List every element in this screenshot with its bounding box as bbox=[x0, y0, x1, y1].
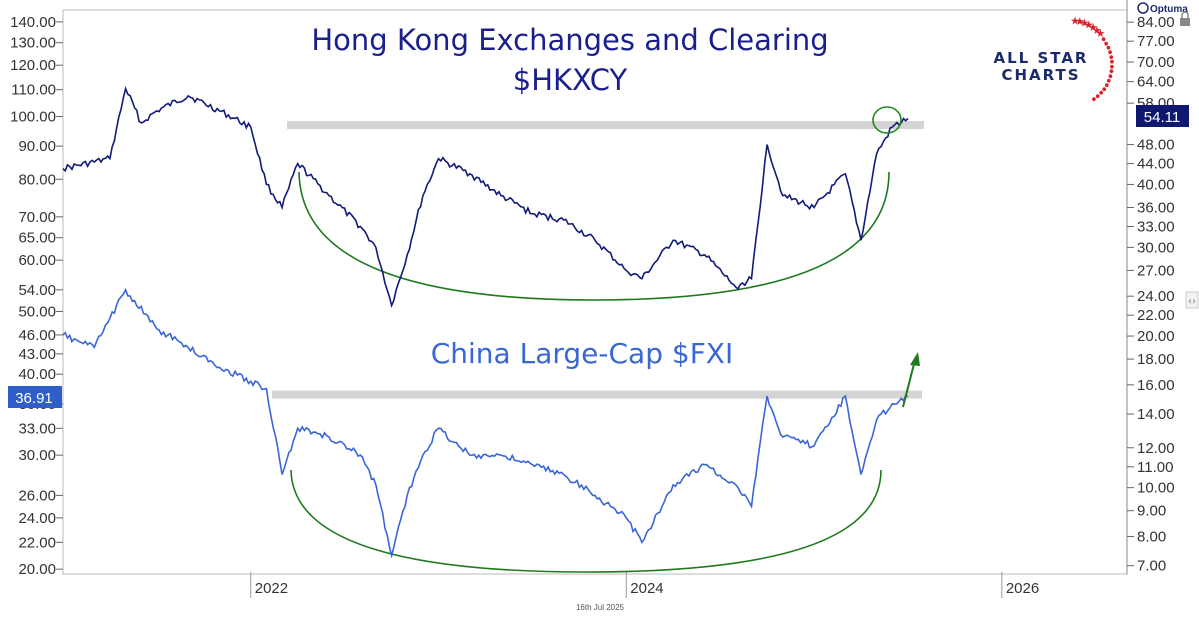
logo-star: ● bbox=[1102, 86, 1107, 92]
right-tick-label: 8.00 bbox=[1137, 528, 1166, 545]
right-tick-label: 77.00 bbox=[1137, 33, 1175, 50]
logo-star: ● bbox=[1109, 54, 1114, 60]
left-tick-label: 100.00 bbox=[10, 109, 56, 126]
x-tick-label: 2024 bbox=[630, 580, 663, 597]
x-tick-label: 2026 bbox=[1006, 580, 1039, 597]
logo-star: ● bbox=[1107, 78, 1112, 84]
left-tick-label: 46.00 bbox=[18, 327, 56, 344]
fxi-title: China Large-Cap $FXI bbox=[431, 337, 734, 370]
right-tick-label: 27.00 bbox=[1137, 262, 1175, 279]
hkxcy-last-value-badge bbox=[1136, 105, 1189, 127]
right-tick-label: 33.00 bbox=[1137, 219, 1175, 236]
hkxcy-series-line bbox=[62, 85, 909, 308]
lock-icon[interactable] bbox=[1180, 11, 1190, 26]
left-tick-label: 70.00 bbox=[18, 209, 56, 226]
logo-star: ★ bbox=[1070, 14, 1080, 27]
right-tick-label: 44.00 bbox=[1137, 156, 1175, 173]
right-tick-label: 48.00 bbox=[1137, 137, 1175, 154]
logo-star: ● bbox=[1110, 59, 1115, 65]
logo-line1: ALL STAR bbox=[994, 49, 1089, 67]
logo-star: ★ bbox=[1075, 15, 1085, 28]
left-tick-label: 26.00 bbox=[18, 487, 56, 504]
left-tick-label: 24.00 bbox=[18, 510, 56, 527]
right-tick-label: 70.00 bbox=[1137, 54, 1175, 71]
right-tick-label: 14.00 bbox=[1137, 406, 1175, 423]
right-tick-label: 36.00 bbox=[1137, 199, 1175, 216]
breakout-circle bbox=[872, 106, 902, 134]
logo-line2: CHARTS bbox=[1001, 66, 1080, 84]
logo-star: ● bbox=[1108, 50, 1113, 56]
logo-star: ● bbox=[1096, 94, 1101, 100]
right-tick-label: 30.00 bbox=[1137, 239, 1175, 256]
logo-star: ● bbox=[1092, 97, 1097, 103]
logo-star-ring: ★★★★★★★●●●●●●●●●●●●●●● bbox=[1070, 14, 1115, 102]
logo-star: ● bbox=[1101, 37, 1106, 43]
right-tick-label: 10.00 bbox=[1137, 480, 1175, 497]
right-tick-label: 84.00 bbox=[1137, 14, 1175, 31]
logo-star: ● bbox=[1099, 90, 1104, 96]
left-tick-label: 90.00 bbox=[18, 138, 56, 155]
upward-arrow-shaft bbox=[902, 359, 916, 408]
hkxcy-last-value: 54.11 bbox=[1144, 109, 1180, 126]
logo-star: ★ bbox=[1084, 18, 1094, 31]
left-tick-label: 110.00 bbox=[11, 82, 56, 99]
left-tick-label: 20.00 bbox=[18, 561, 56, 578]
x-tick-label: 2022 bbox=[255, 580, 288, 597]
logo-star: ★ bbox=[1092, 24, 1102, 37]
hkxcy-subtitle: $HKXCY bbox=[513, 63, 628, 97]
logo-star: ● bbox=[1106, 45, 1111, 51]
logo-star: ★ bbox=[1088, 21, 1098, 34]
logo-star: ● bbox=[1108, 73, 1113, 79]
upward-arrow-head bbox=[910, 352, 920, 366]
svg-text:‹›: ‹› bbox=[1188, 296, 1196, 307]
x-axis: 2022 2024 2026 bbox=[250, 572, 1039, 598]
right-tick-label: 11.00 bbox=[1137, 459, 1173, 476]
right-tick-label: 20.00 bbox=[1137, 328, 1175, 345]
all-star-charts-logo: ALL STAR CHARTS ★★★★★★★●●●●●●●●●●●●●●● bbox=[994, 14, 1115, 102]
left-tick-label: 54.00 bbox=[18, 282, 56, 299]
left-tick-label: 43.00 bbox=[18, 346, 56, 363]
logo-star: ● bbox=[1110, 64, 1115, 70]
left-tick-label: 130.00 bbox=[10, 35, 56, 52]
logo-star: ● bbox=[1109, 69, 1114, 75]
left-tick-label: 60.00 bbox=[18, 252, 56, 269]
left-tick-label: 33.00 bbox=[18, 420, 56, 437]
logo-star: ● bbox=[1104, 41, 1109, 47]
right-tick-label: 24.00 bbox=[1137, 288, 1175, 305]
hkxcy-rounding-arc bbox=[298, 171, 890, 301]
logo-star: ● bbox=[1105, 82, 1110, 88]
optuma-icon bbox=[1137, 2, 1149, 14]
footer-date: 16th Jul 2025 bbox=[576, 603, 625, 612]
right-tick-label: 12.00 bbox=[1137, 440, 1175, 457]
fxi-rounding-arc bbox=[290, 469, 882, 573]
optuma-label: Optuma bbox=[1150, 4, 1188, 15]
left-tick-label: 140.00 bbox=[10, 14, 56, 31]
logo-star: ★ bbox=[1079, 17, 1089, 30]
left-tick-label: 65.00 bbox=[18, 230, 56, 247]
right-y-axis: 84.0077.0070.0064.0058.0048.0044.0040.00… bbox=[1127, 14, 1175, 575]
right-tick-label: 22.00 bbox=[1137, 307, 1175, 324]
hkxcy-title: Hong Kong Exchanges and Clearing bbox=[311, 23, 828, 57]
left-y-axis: 140.00 130.00 120.00 110.00 100.00 90.00 80.00… bbox=[10, 14, 63, 578]
left-tick-label: 50.00 bbox=[18, 303, 56, 320]
left-tick-label: 80.00 bbox=[18, 171, 56, 188]
left-tick-label: 120.00 bbox=[10, 57, 56, 74]
fxi-last-value-badge bbox=[8, 386, 62, 408]
logo-star: ★ bbox=[1096, 27, 1106, 40]
right-tick-label: 64.00 bbox=[1137, 74, 1175, 91]
right-tick-label: 18.00 bbox=[1137, 351, 1175, 368]
optuma-brand: Optuma bbox=[1137, 2, 1188, 15]
right-tick-label: 40.00 bbox=[1137, 176, 1175, 193]
right-tick-label: 9.00 bbox=[1137, 503, 1166, 520]
left-tick-label: 30.00 bbox=[18, 447, 56, 464]
axis-scroll-handle[interactable]: ‹› bbox=[1185, 291, 1199, 309]
left-tick-label: 40.00 bbox=[18, 366, 56, 383]
left-tick-label: 22.00 bbox=[18, 534, 56, 551]
fxi-last-value: 36.91 bbox=[15, 390, 53, 407]
right-tick-label: 7.00 bbox=[1137, 558, 1166, 575]
fxi-series-line bbox=[62, 287, 909, 559]
right-tick-label: 16.00 bbox=[1137, 377, 1175, 394]
